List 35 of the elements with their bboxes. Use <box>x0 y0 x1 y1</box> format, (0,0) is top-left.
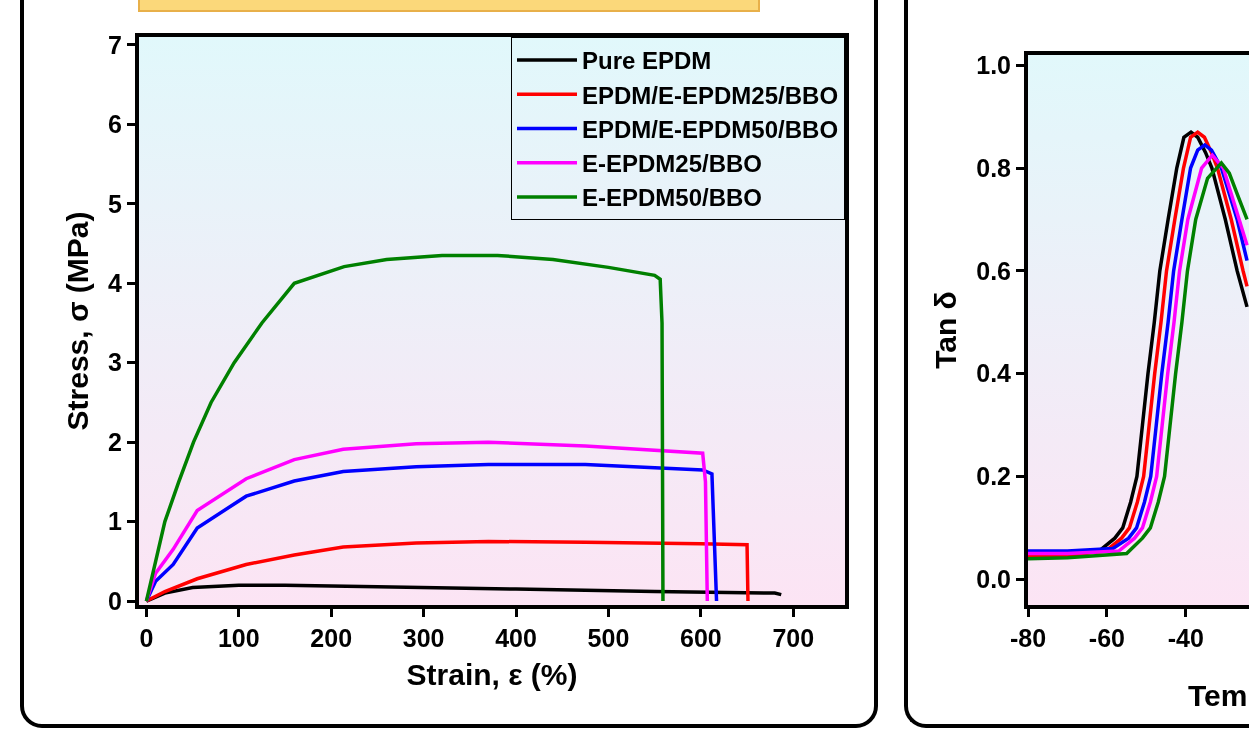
y-tick-label: 1.0 <box>976 51 1011 80</box>
x-tick-label: 500 <box>587 624 630 652</box>
y-tick-label: 2 <box>108 427 122 456</box>
x-tick-label: 600 <box>679 624 722 652</box>
y-tick-label: 3 <box>108 348 122 377</box>
x-tick-label: 200 <box>310 624 353 652</box>
legend-label: E-EPDM50/BBO <box>582 184 763 212</box>
y-tick-label: 1 <box>108 507 123 536</box>
y-tick-label: 0.4 <box>976 359 1012 388</box>
x-tick-label: -60 <box>1088 624 1125 652</box>
y-tick-label: 7 <box>108 30 122 59</box>
legend-label: EPDM/E-EPDM25/BBO <box>582 81 839 109</box>
line-series <box>144 253 665 603</box>
x-axis-title: Tem <box>1188 679 1248 712</box>
x-tick-label: 0 <box>139 624 154 652</box>
x-tick-label: 300 <box>402 624 445 652</box>
y-axis-title: Stress, σ (MPa) <box>60 211 94 431</box>
legend-label: Pure EPDM <box>582 47 712 75</box>
x-axis-title: Strain, ε (%) <box>406 658 578 691</box>
y-tick-label: 5 <box>108 189 123 218</box>
x-tick-label: -80 <box>1009 624 1047 652</box>
x-tick-label: -40 <box>1167 624 1204 652</box>
y-tick-label: 6 <box>108 110 122 139</box>
y-tick-label: 4 <box>108 269 123 298</box>
x-tick-label: 400 <box>495 624 537 652</box>
y-axis-title: Tan δ <box>928 291 962 369</box>
y-tick-label: 0.6 <box>976 256 1011 285</box>
x-tick-label: 100 <box>217 624 260 652</box>
y-tick-label: 0.8 <box>976 153 1012 182</box>
y-tick-label: 0 <box>108 586 122 615</box>
y-tick-label: 0.2 <box>976 462 1011 491</box>
legend-label: E-EPDM25/BBO <box>582 150 763 178</box>
x-tick-label: 700 <box>772 624 815 652</box>
legend-label: EPDM/E-EPDM50/BBO <box>582 115 839 143</box>
y-tick-label: 0.0 <box>976 565 1011 594</box>
